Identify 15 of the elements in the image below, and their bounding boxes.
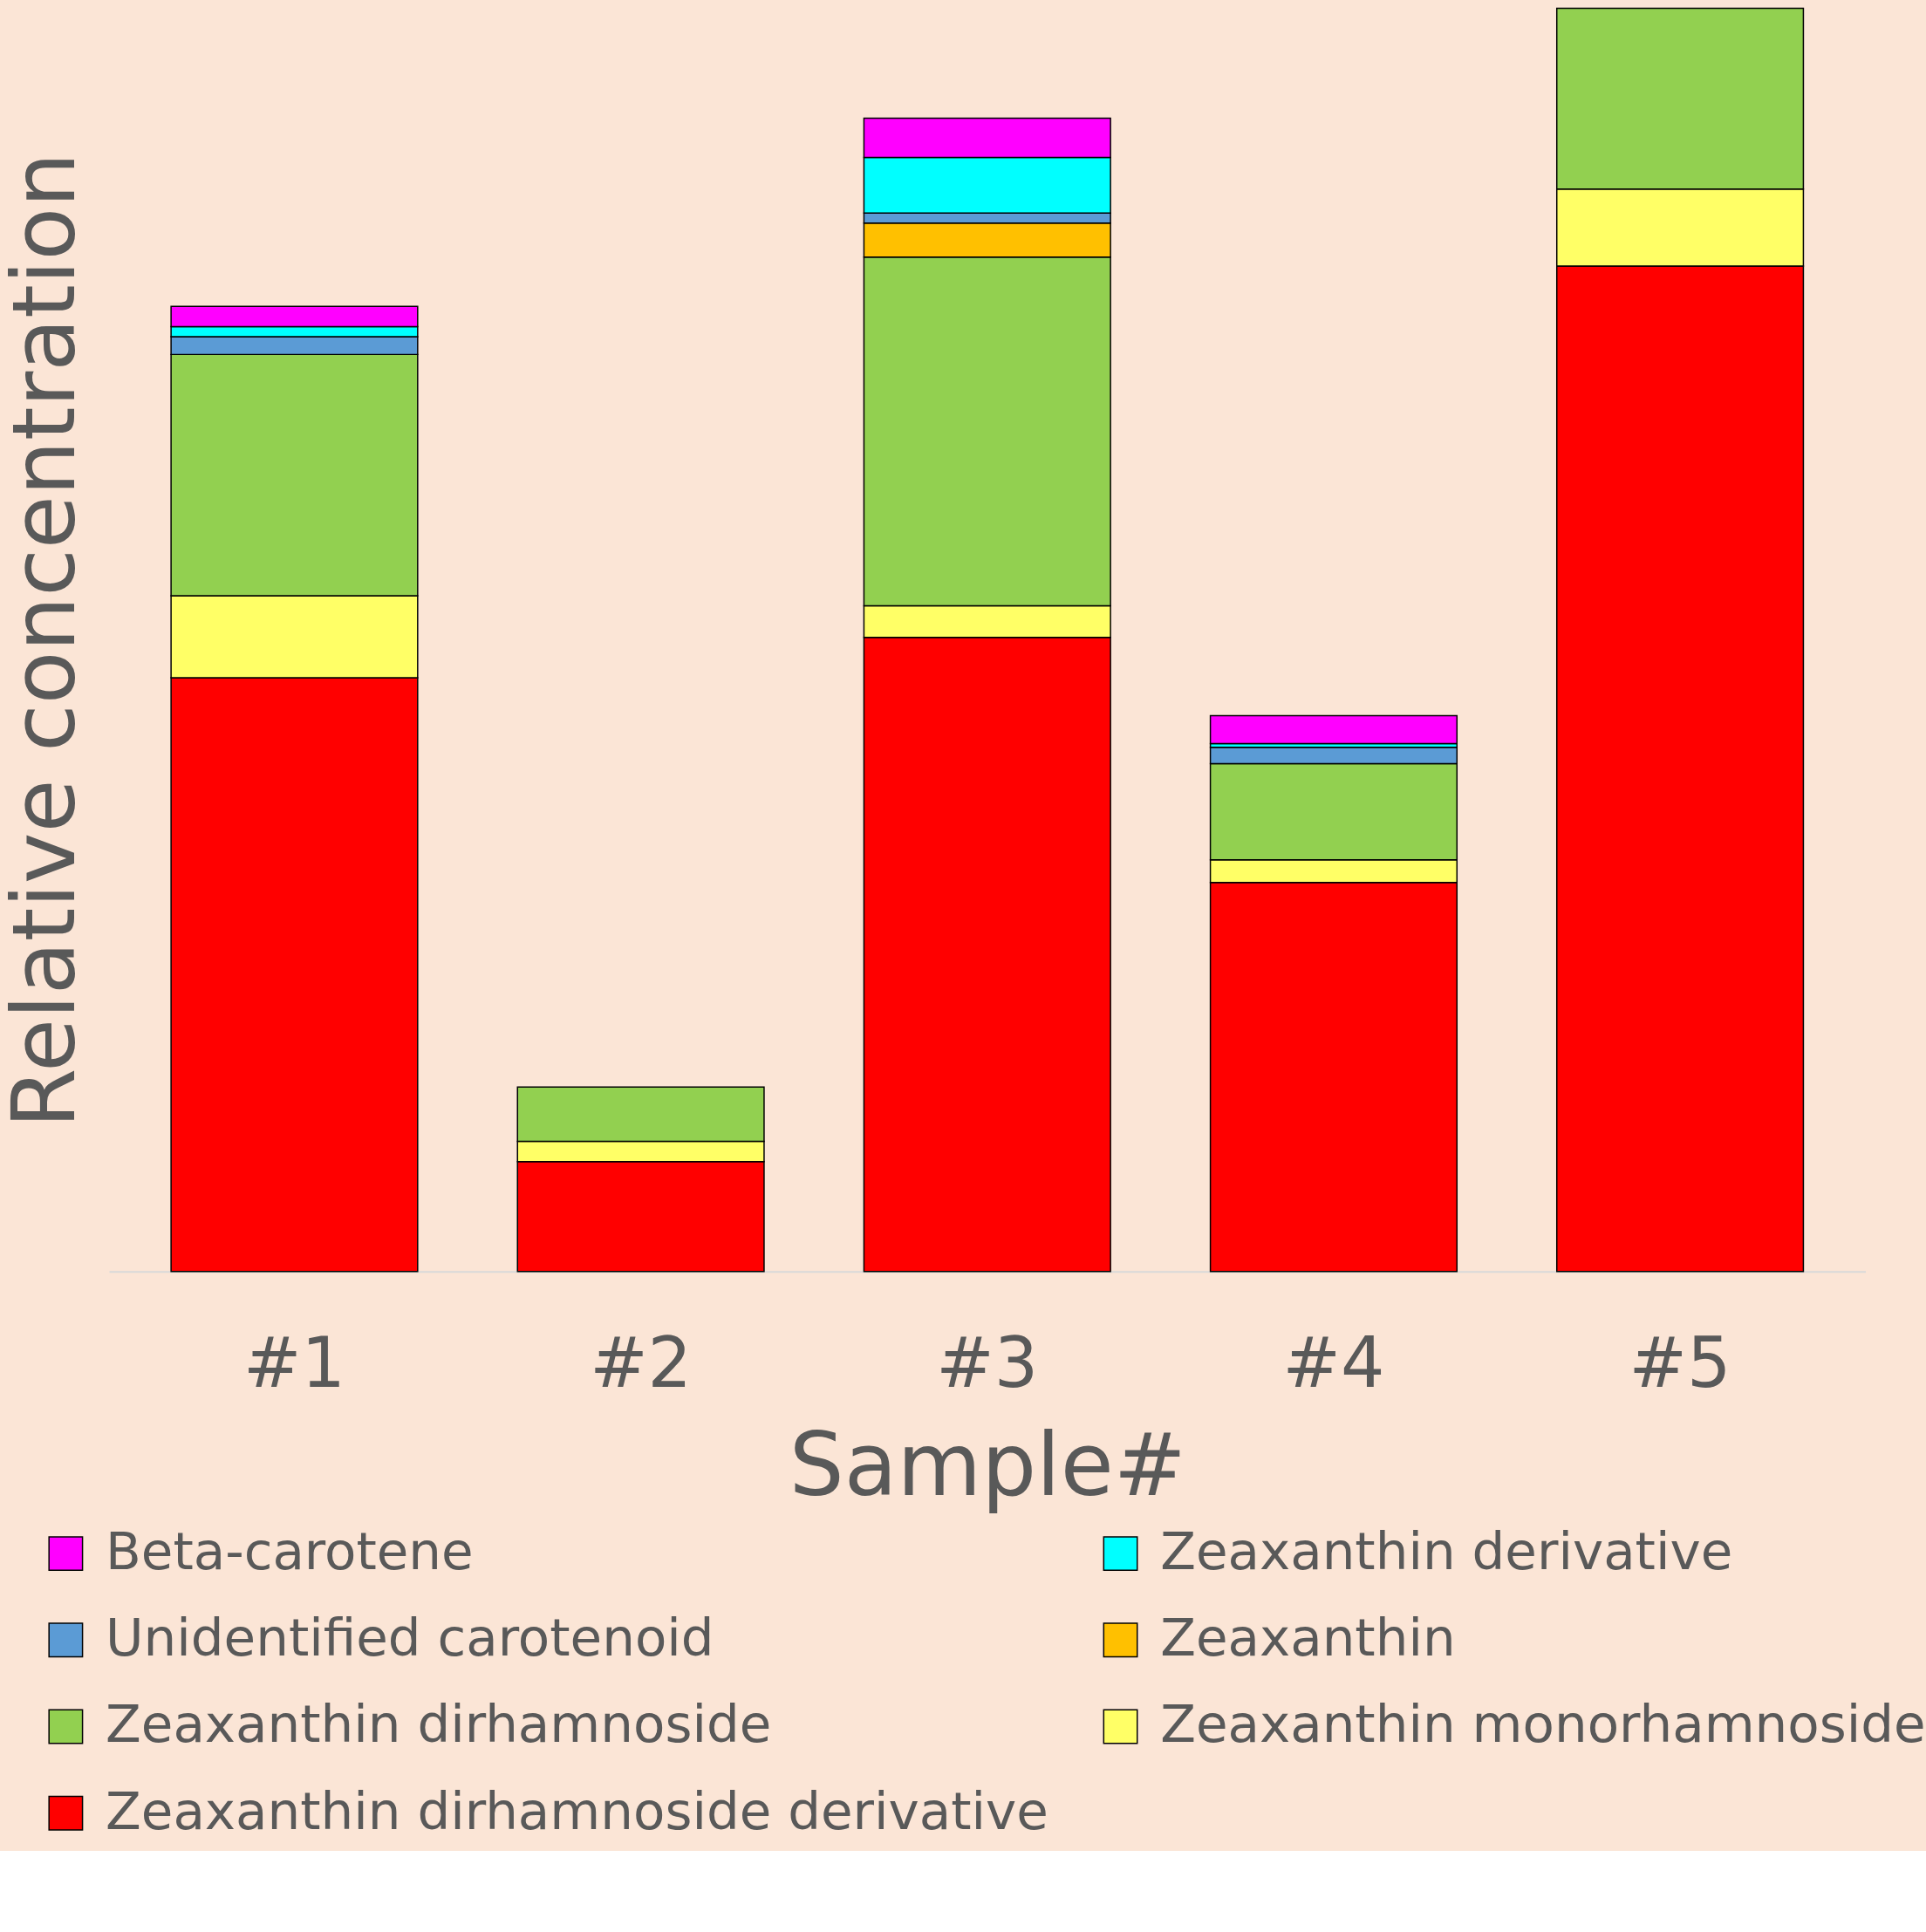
x-tick-label: #2: [590, 1322, 693, 1404]
x-tick-label: #4: [1282, 1322, 1385, 1404]
legend-label: Zeaxanthin dirhamnoside derivative: [106, 1780, 1048, 1841]
legend-label: Zeaxanthin derivative: [1160, 1520, 1733, 1581]
legend-label: Zeaxanthin monorhamnoside: [1160, 1694, 1926, 1755]
bar: [1209, 714, 1458, 745]
legend-label: Unidentified carotenoid: [106, 1608, 714, 1669]
x-axis-title: Sample#: [789, 1415, 1186, 1516]
legend-label: Zeaxanthin: [1160, 1608, 1456, 1669]
x-tick-label: #3: [936, 1322, 1039, 1404]
x-tick-label: #5: [1629, 1322, 1731, 1404]
y-axis-title: Relative concentration: [0, 152, 94, 1129]
legend-label: Zeaxanthin dirhamnoside: [106, 1694, 772, 1755]
x-tick-label: #1: [242, 1322, 345, 1404]
legend-label: Beta-carotene: [106, 1520, 474, 1581]
